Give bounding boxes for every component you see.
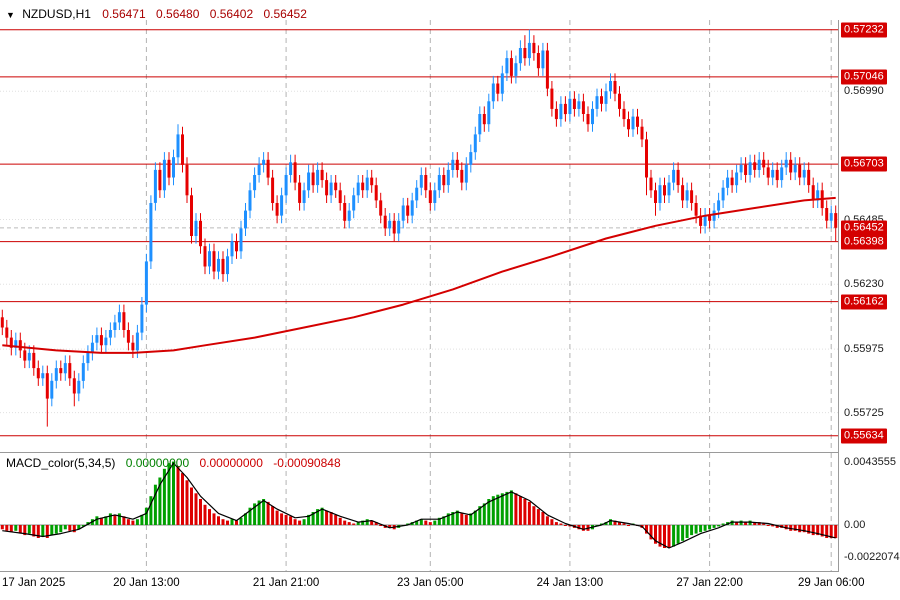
grid-lines: [0, 20, 838, 452]
price-level-badge: 0.55634: [841, 428, 887, 444]
price-level-badge: 0.57046: [841, 69, 887, 85]
macd-value-1: 0.00000000: [125, 456, 190, 470]
candles: [0, 29, 838, 427]
high-value: 0.56480: [156, 7, 200, 21]
price-level-badge: 0.56162: [841, 294, 887, 310]
time-axis-label: 23 Jan 05:00: [396, 577, 464, 589]
time-axis-label: 29 Jan 06:00: [797, 577, 865, 589]
time-axis-label: 24 Jan 13:00: [536, 577, 604, 589]
macd-grid: [0, 453, 838, 571]
macd-histogram: [0, 461, 838, 548]
price-chart[interactable]: [0, 20, 838, 452]
open-value: 0.56471: [102, 7, 146, 21]
macd-axis-label: 0.0043555: [844, 456, 896, 469]
price-level-badge: 0.56703: [841, 156, 887, 172]
time-axis-label: 20 Jan 13:00: [113, 577, 180, 589]
macd-axis-label: -0.0022074: [844, 550, 900, 563]
time-axis-label: 17 Jan 2025: [2, 577, 66, 589]
panel-separator[interactable]: [0, 452, 900, 453]
time-axis-label: 27 Jan 22:00: [676, 577, 743, 589]
panel-separator-bottom: [0, 571, 900, 572]
current-price-badge: 0.56452: [841, 220, 887, 236]
price-level-badge: 0.57232: [841, 22, 887, 38]
macd-indicator-label: MACD_color(5,34,5): [6, 456, 116, 470]
close-value: 0.56452: [263, 7, 307, 21]
macd-header: MACD_color(5,34,5) 0.00000000 0.00000000…: [6, 456, 341, 470]
time-axis[interactable]: 17 Jan 2025 20 Jan 13:00 21 Jan 21:00 23 Ja…: [0, 572, 900, 600]
symbol-timeframe-label: NZDUSD,H1: [22, 7, 91, 21]
price-axis[interactable]: 0.569900.564850.562300.559750.557250.004…: [838, 20, 900, 572]
chart-header: ▼ NZDUSD,H1 0.56471 0.56480 0.56402 0.56…: [6, 7, 314, 21]
low-value: 0.56402: [209, 7, 254, 21]
price-axis-label: 0.55975: [844, 343, 884, 356]
moving-average-line: [2, 196, 836, 354]
price-level-badge: 0.56398: [841, 234, 887, 250]
macd-value-2: 0.00000000: [199, 456, 263, 470]
macd-axis-label: 0.00: [844, 519, 866, 531]
price-axis-label: 0.56230: [844, 278, 884, 291]
macd-signal-line: [2, 462, 836, 549]
macd-chart[interactable]: [0, 453, 838, 571]
chart-menu-icon[interactable]: ▼: [6, 10, 15, 20]
macd-value-3: -0.00090848: [273, 456, 341, 470]
price-axis-label: 0.56990: [844, 85, 884, 98]
level-lines: [0, 29, 838, 437]
time-axis-label: 21 Jan 21:00: [252, 577, 320, 589]
price-axis-label: 0.55725: [844, 406, 884, 419]
